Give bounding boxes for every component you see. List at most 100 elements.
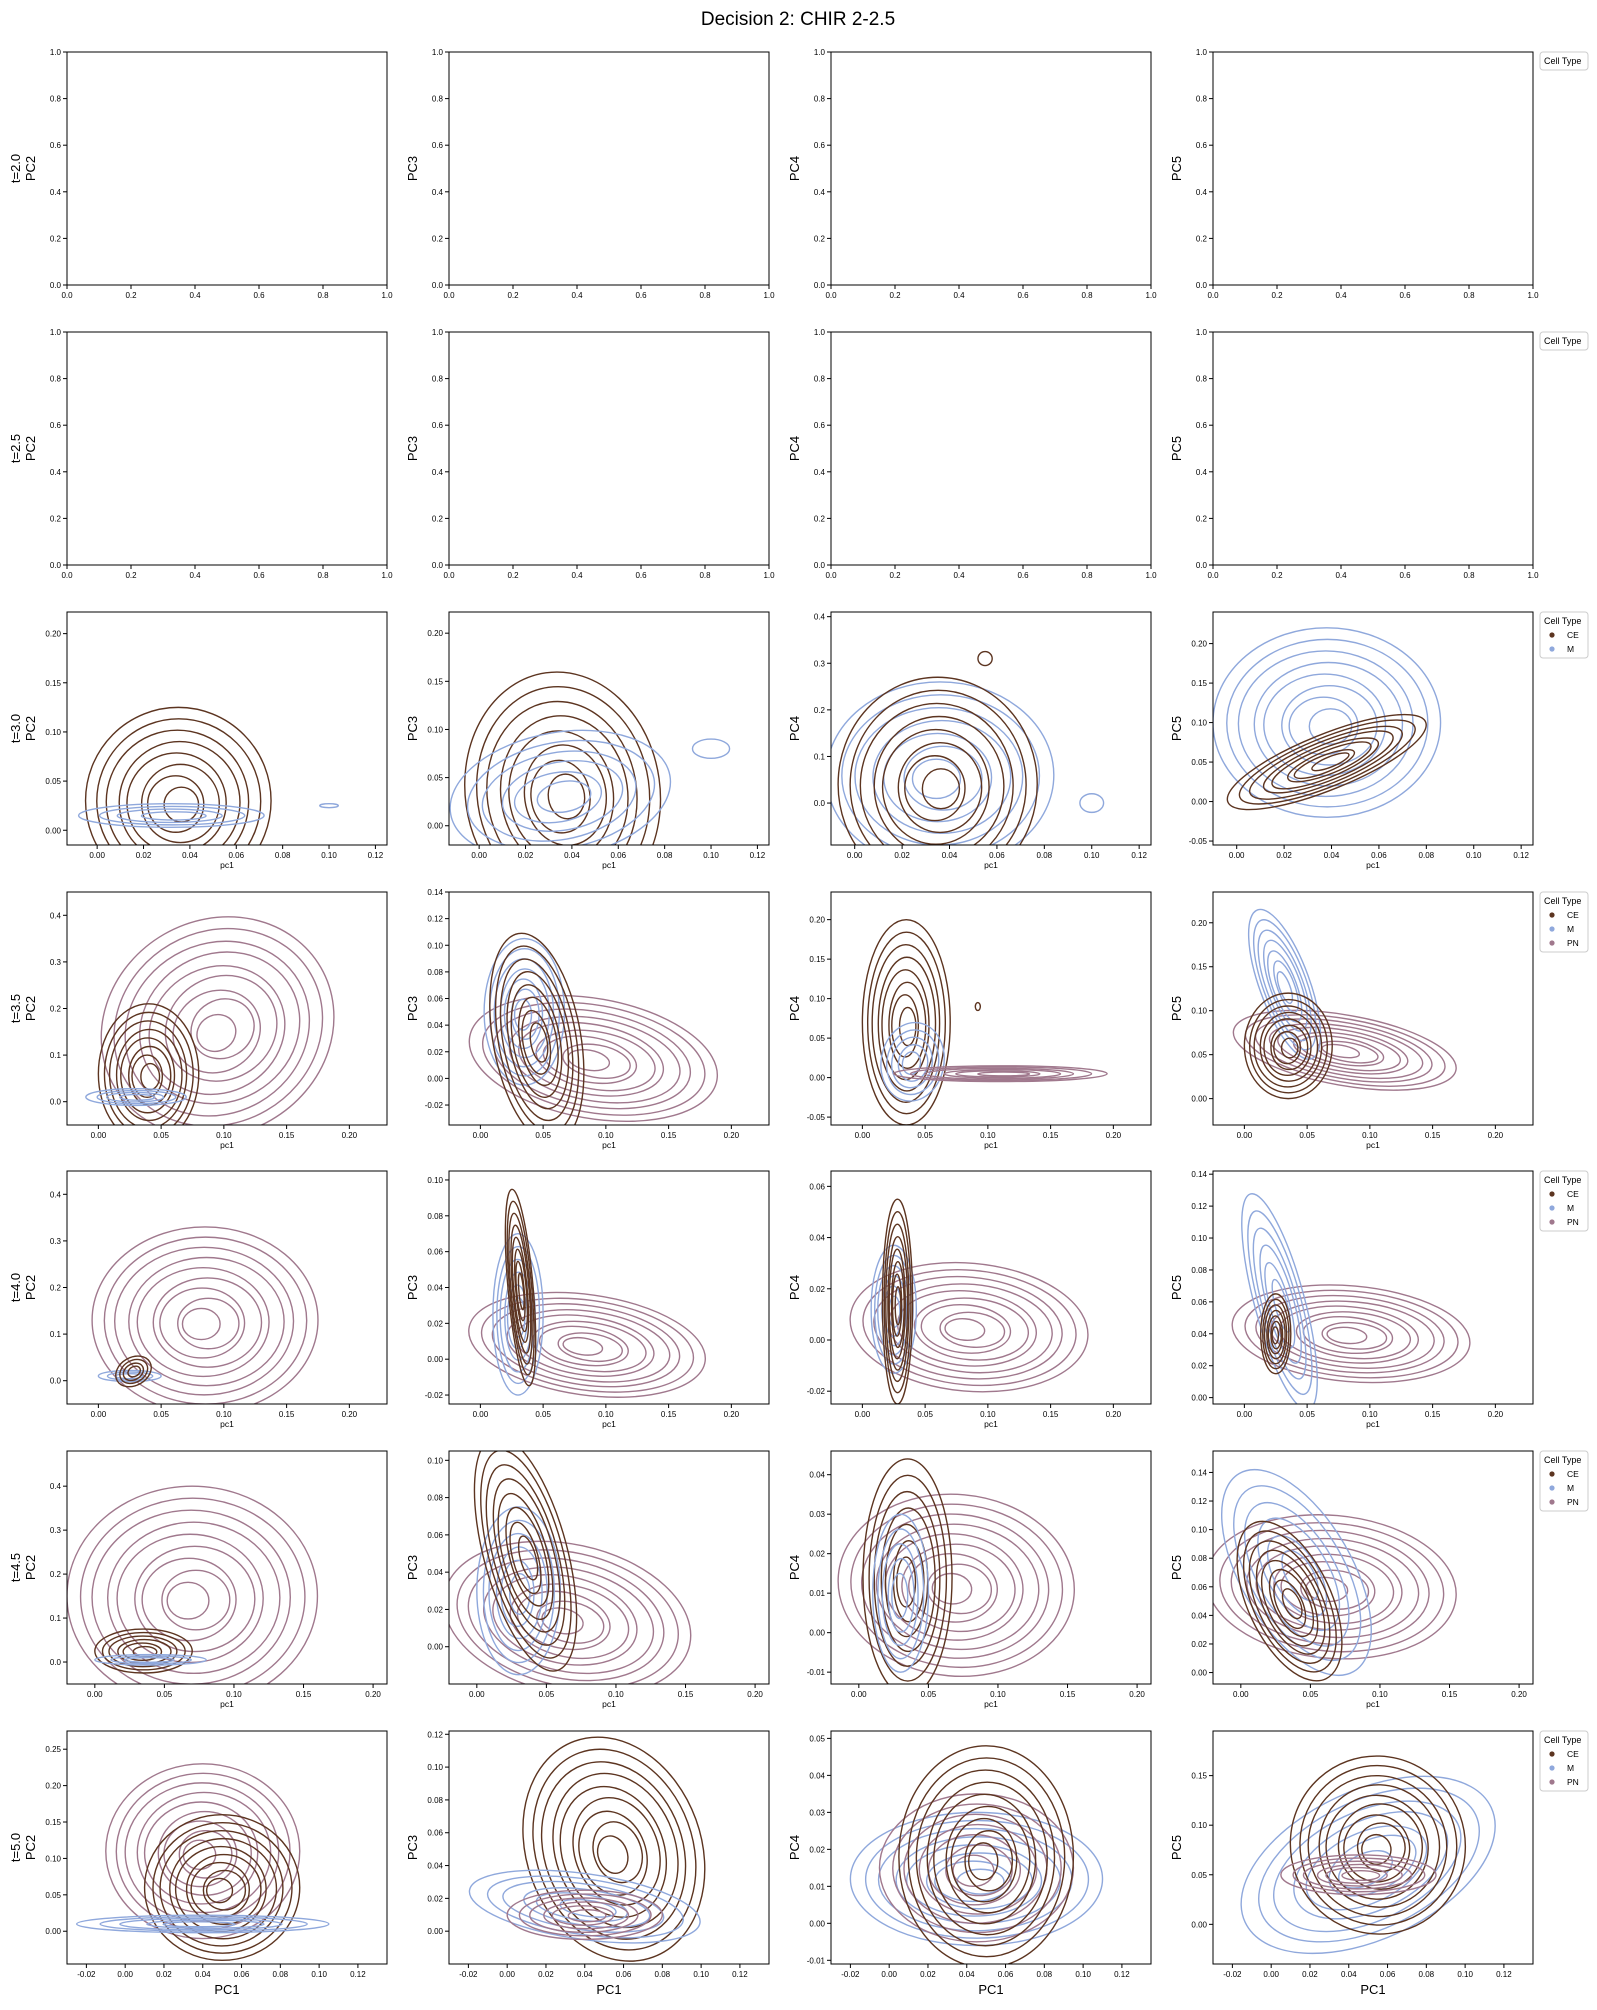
x-tick-label: 0.10: [703, 851, 719, 860]
x-tick-label: 0.4: [953, 571, 965, 580]
x-tick-label: 0.10: [1362, 1131, 1378, 1140]
contour-PN-0-level-2: [493, 1008, 692, 1110]
contour-CE-2-level-7: [517, 1535, 539, 1581]
contour-group: [75, 1763, 330, 1962]
axes-frame: [830, 1450, 1152, 1685]
axes-frame: [1212, 1730, 1534, 1965]
row-t=4.5: 0.00 0.05 0.10 0.15 0.20 0.0 0.1 0.2 0.3 0.4 PC2t=…: [8, 1450, 1589, 1709]
contour-group: [468, 1188, 707, 1398]
legend-title: Cell Type: [1544, 896, 1581, 906]
legend-t=2.0: Cell Type: [1539, 51, 1589, 71]
contour-M-2-level-3: [887, 1557, 915, 1633]
contour-M-1-level-2: [1257, 929, 1312, 1042]
contour-CE-2-level-0: [898, 1745, 1075, 1964]
y-tick-label: 1.0: [432, 48, 444, 57]
y-tick-label: 0.0: [50, 1377, 62, 1386]
x-tick-label: 0.06: [998, 1970, 1014, 1979]
x-tick-label: 0.02: [538, 1970, 554, 1979]
x-tick-label: 0.10: [216, 1131, 232, 1140]
panel-t=2.5-PC5: 0.0 0.2 0.4 0.6 0.8 1.0 0.0 0.2 0.4 0.6 0.8 1.0 PC5: [1169, 328, 1539, 580]
y-tick-label: 0.15: [1191, 679, 1207, 688]
x-tick-label: 0.2: [889, 291, 901, 300]
contour-PN-0-level-7: [161, 1569, 231, 1631]
x-axis-label: pc1: [220, 1419, 234, 1429]
y-tick-label: 0.2: [50, 234, 62, 243]
x-tick-label: 0.15: [661, 1131, 677, 1140]
contour-M-2-level-3: [119, 1093, 156, 1101]
x-axis-label: pc1: [1366, 1699, 1380, 1709]
y-tick-label: 0.00: [1191, 1920, 1207, 1929]
y-tick-label: 0.00: [809, 1919, 825, 1928]
contour-PN-0-level-2: [1230, 1529, 1430, 1646]
x-tick-label: 0.00: [473, 1410, 489, 1419]
x-tick-label: 0.05: [1299, 1131, 1315, 1140]
contour-CE-2-level-7: [1281, 1588, 1303, 1620]
contour-CE-2-level-0: [489, 932, 585, 1125]
y-axis-label: PC2: [23, 156, 38, 181]
y-tick-label: 0.10: [427, 1763, 443, 1772]
x-axis-label: pc1: [220, 1140, 234, 1150]
contour-CE-1-level-5: [1337, 1803, 1423, 1890]
contour-CE-0-level-4: [508, 730, 615, 845]
y-axis-label: PC3: [405, 156, 420, 181]
y-tick-label: 0.10: [427, 1456, 443, 1465]
y-tick-label: 0.10: [1191, 719, 1207, 728]
x-tick-label: -0.02: [77, 1970, 96, 1979]
contour-M-0-level-3: [872, 719, 1012, 835]
y-tick-label: 0.00: [809, 1074, 825, 1083]
contour-PN-0-level-0: [1231, 1284, 1471, 1384]
legend-box: [1539, 331, 1589, 351]
x-tick-label: 0.8: [699, 291, 711, 300]
contour-PN-0-level-8: [166, 1581, 210, 1620]
x-axis-label: PC1: [214, 1982, 239, 1997]
y-tick-label: 0.05: [45, 1891, 61, 1900]
contour-CE-2-level-1: [1242, 1530, 1337, 1673]
contour-CE-1-level-6: [1343, 1814, 1411, 1883]
contour-PN-0-level-5: [901, 1543, 1016, 1633]
contour-M-1-level-3: [495, 1546, 543, 1640]
y-tick-label: 0.14: [427, 888, 443, 897]
y-tick-label: 0.2: [814, 514, 826, 523]
x-tick-label: 0.00: [473, 1131, 489, 1140]
y-tick-label: 0.0: [50, 1098, 62, 1107]
contour-CE-2-level-8: [967, 1842, 999, 1881]
y-tick-label: 0.6: [50, 141, 62, 150]
contour-M-2-level-0: [1079, 793, 1105, 814]
contour-PN-0-level-8: [182, 1839, 217, 1871]
contour-PN-2-level-1: [909, 1066, 1093, 1082]
contour-group: [849, 1198, 1089, 1404]
y-tick-label: 0.04: [1191, 1611, 1207, 1620]
axes-frame: [830, 51, 1152, 286]
contour-PN-2-level-3: [943, 1068, 1062, 1079]
legend-t=4.5: Cell Type CE M PN: [1539, 1450, 1589, 1512]
x-tick-label: 0.08: [1419, 1970, 1435, 1979]
x-tick-label: 0.12: [750, 851, 766, 860]
x-tick-label: 0.05: [153, 1410, 169, 1419]
contour-group: [468, 1736, 706, 1962]
y-tick-label: 0.05: [809, 1734, 825, 1743]
y-tick-label: 0.06: [427, 1531, 443, 1540]
x-tick-label: 0.10: [1457, 1970, 1473, 1979]
contour-CE-2-level-7: [1280, 1037, 1299, 1059]
x-tick-label: 0.6: [253, 291, 265, 300]
contour-PN-2-level-3: [1316, 1863, 1403, 1887]
y-tick-label: 0.04: [809, 1771, 825, 1780]
y-tick-label: 0.2: [50, 514, 62, 523]
y-tick-label: 0.02: [809, 1550, 825, 1559]
contour-PN-0-level-4: [136, 1266, 270, 1378]
contour-M-1-level-5: [536, 780, 592, 814]
contour-CE-2-level-6: [521, 1009, 552, 1075]
axes-frame: [448, 891, 770, 1126]
contour-M-0-level-6: [934, 1860, 1012, 1903]
contour-group: [1232, 908, 1457, 1100]
x-tick-label: 0.00: [117, 1970, 133, 1979]
x-tick-label: 0.12: [368, 851, 384, 860]
contour-CE-2-level-1: [1248, 998, 1329, 1094]
contour-CE-1-level-1: [152, 1821, 293, 1954]
x-tick-label: 0.20: [747, 1690, 763, 1699]
panel-t=3.0-PC5: 0.00 0.02 0.04 0.06 0.08 0.10 0.12 -0.05 0.00 0.0…: [1169, 611, 1534, 870]
row-time-label: t=3.5: [8, 994, 23, 1023]
x-tick-label: 0.15: [279, 1131, 295, 1140]
legend-title: Cell Type: [1544, 56, 1581, 66]
y-tick-label: 0.06: [1191, 1298, 1207, 1307]
